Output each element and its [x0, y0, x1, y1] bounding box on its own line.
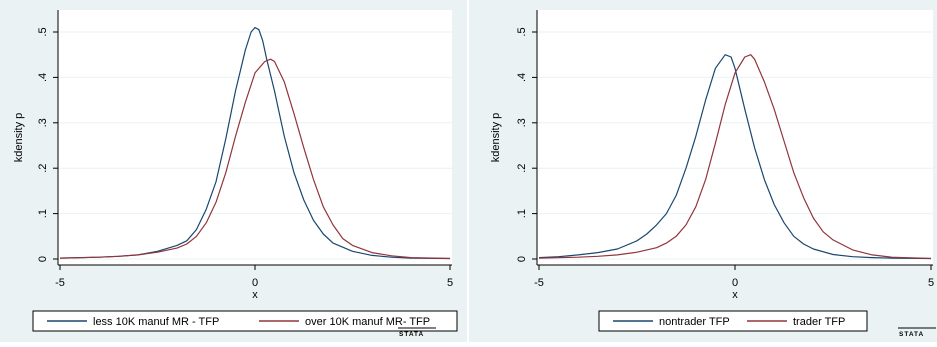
- y-tick-label: 0: [37, 256, 49, 262]
- x-tick-label: -5: [534, 277, 544, 289]
- plot-area: [58, 10, 452, 265]
- graph-top-band: [469, 0, 937, 12]
- series-line-0: [538, 54, 932, 260]
- y-tick-label: 0: [516, 256, 528, 262]
- y-tick-label: .3: [516, 118, 528, 127]
- chart-right: 0 .1 .2 .3 .4 .5 -5 0 5 x kdensity p nontrader TFP t…: [469, 0, 937, 342]
- x-tick-label: 0: [252, 277, 258, 289]
- x-tick-label: 0: [732, 277, 738, 289]
- x-tick-label: 5: [447, 277, 453, 289]
- legend-box: [32, 310, 458, 332]
- series-line-1: [59, 58, 451, 260]
- y-tick-label: .1: [37, 209, 49, 218]
- chart-left: 0 .1 .2 .3 .4 .5 -5 0 5 x kdensity p less 10K manuf…: [0, 0, 468, 342]
- y-tick-label: .5: [516, 27, 528, 36]
- y-tick-label: .1: [516, 209, 528, 218]
- x-tick-label: 5: [928, 277, 934, 289]
- legend-label-1: trader TFP: [793, 316, 845, 328]
- stata-logo: STATA: [399, 331, 424, 338]
- y-tick-label: .4: [516, 73, 528, 82]
- legend-label-0: nontrader TFP: [659, 316, 730, 328]
- legend-label-1: over 10K manuf MR- TFP: [305, 316, 430, 328]
- chart-left-svg: 0 .1 .2 .3 .4 .5 -5 0 5 x kdensity p less 10K manuf…: [0, 0, 467, 342]
- y-tick-label: .2: [37, 164, 49, 173]
- graph-top-band: [0, 0, 467, 12]
- x-axis-title: x: [252, 289, 258, 301]
- chart-right-svg: 0 .1 .2 .3 .4 .5 -5 0 5 x kdensity p nontrader TFP t…: [469, 0, 937, 342]
- series-line-0: [59, 26, 451, 260]
- series-line-1: [538, 54, 932, 260]
- y-tick-label: .5: [37, 27, 49, 36]
- y-tick-label: .3: [37, 118, 49, 127]
- y-axis-title: kdensity p: [13, 113, 25, 163]
- y-tick-label: .2: [516, 164, 528, 173]
- plot-area: [537, 10, 933, 265]
- y-tick-label: .4: [37, 73, 49, 82]
- x-tick-label: -5: [55, 277, 65, 289]
- x-axis-title: x: [732, 289, 738, 301]
- y-axis-title: kdensity p: [490, 113, 502, 163]
- legend-box: [598, 310, 868, 332]
- legend-label-0: less 10K manuf MR - TFP: [93, 316, 219, 328]
- stata-logo: STATA: [899, 331, 924, 338]
